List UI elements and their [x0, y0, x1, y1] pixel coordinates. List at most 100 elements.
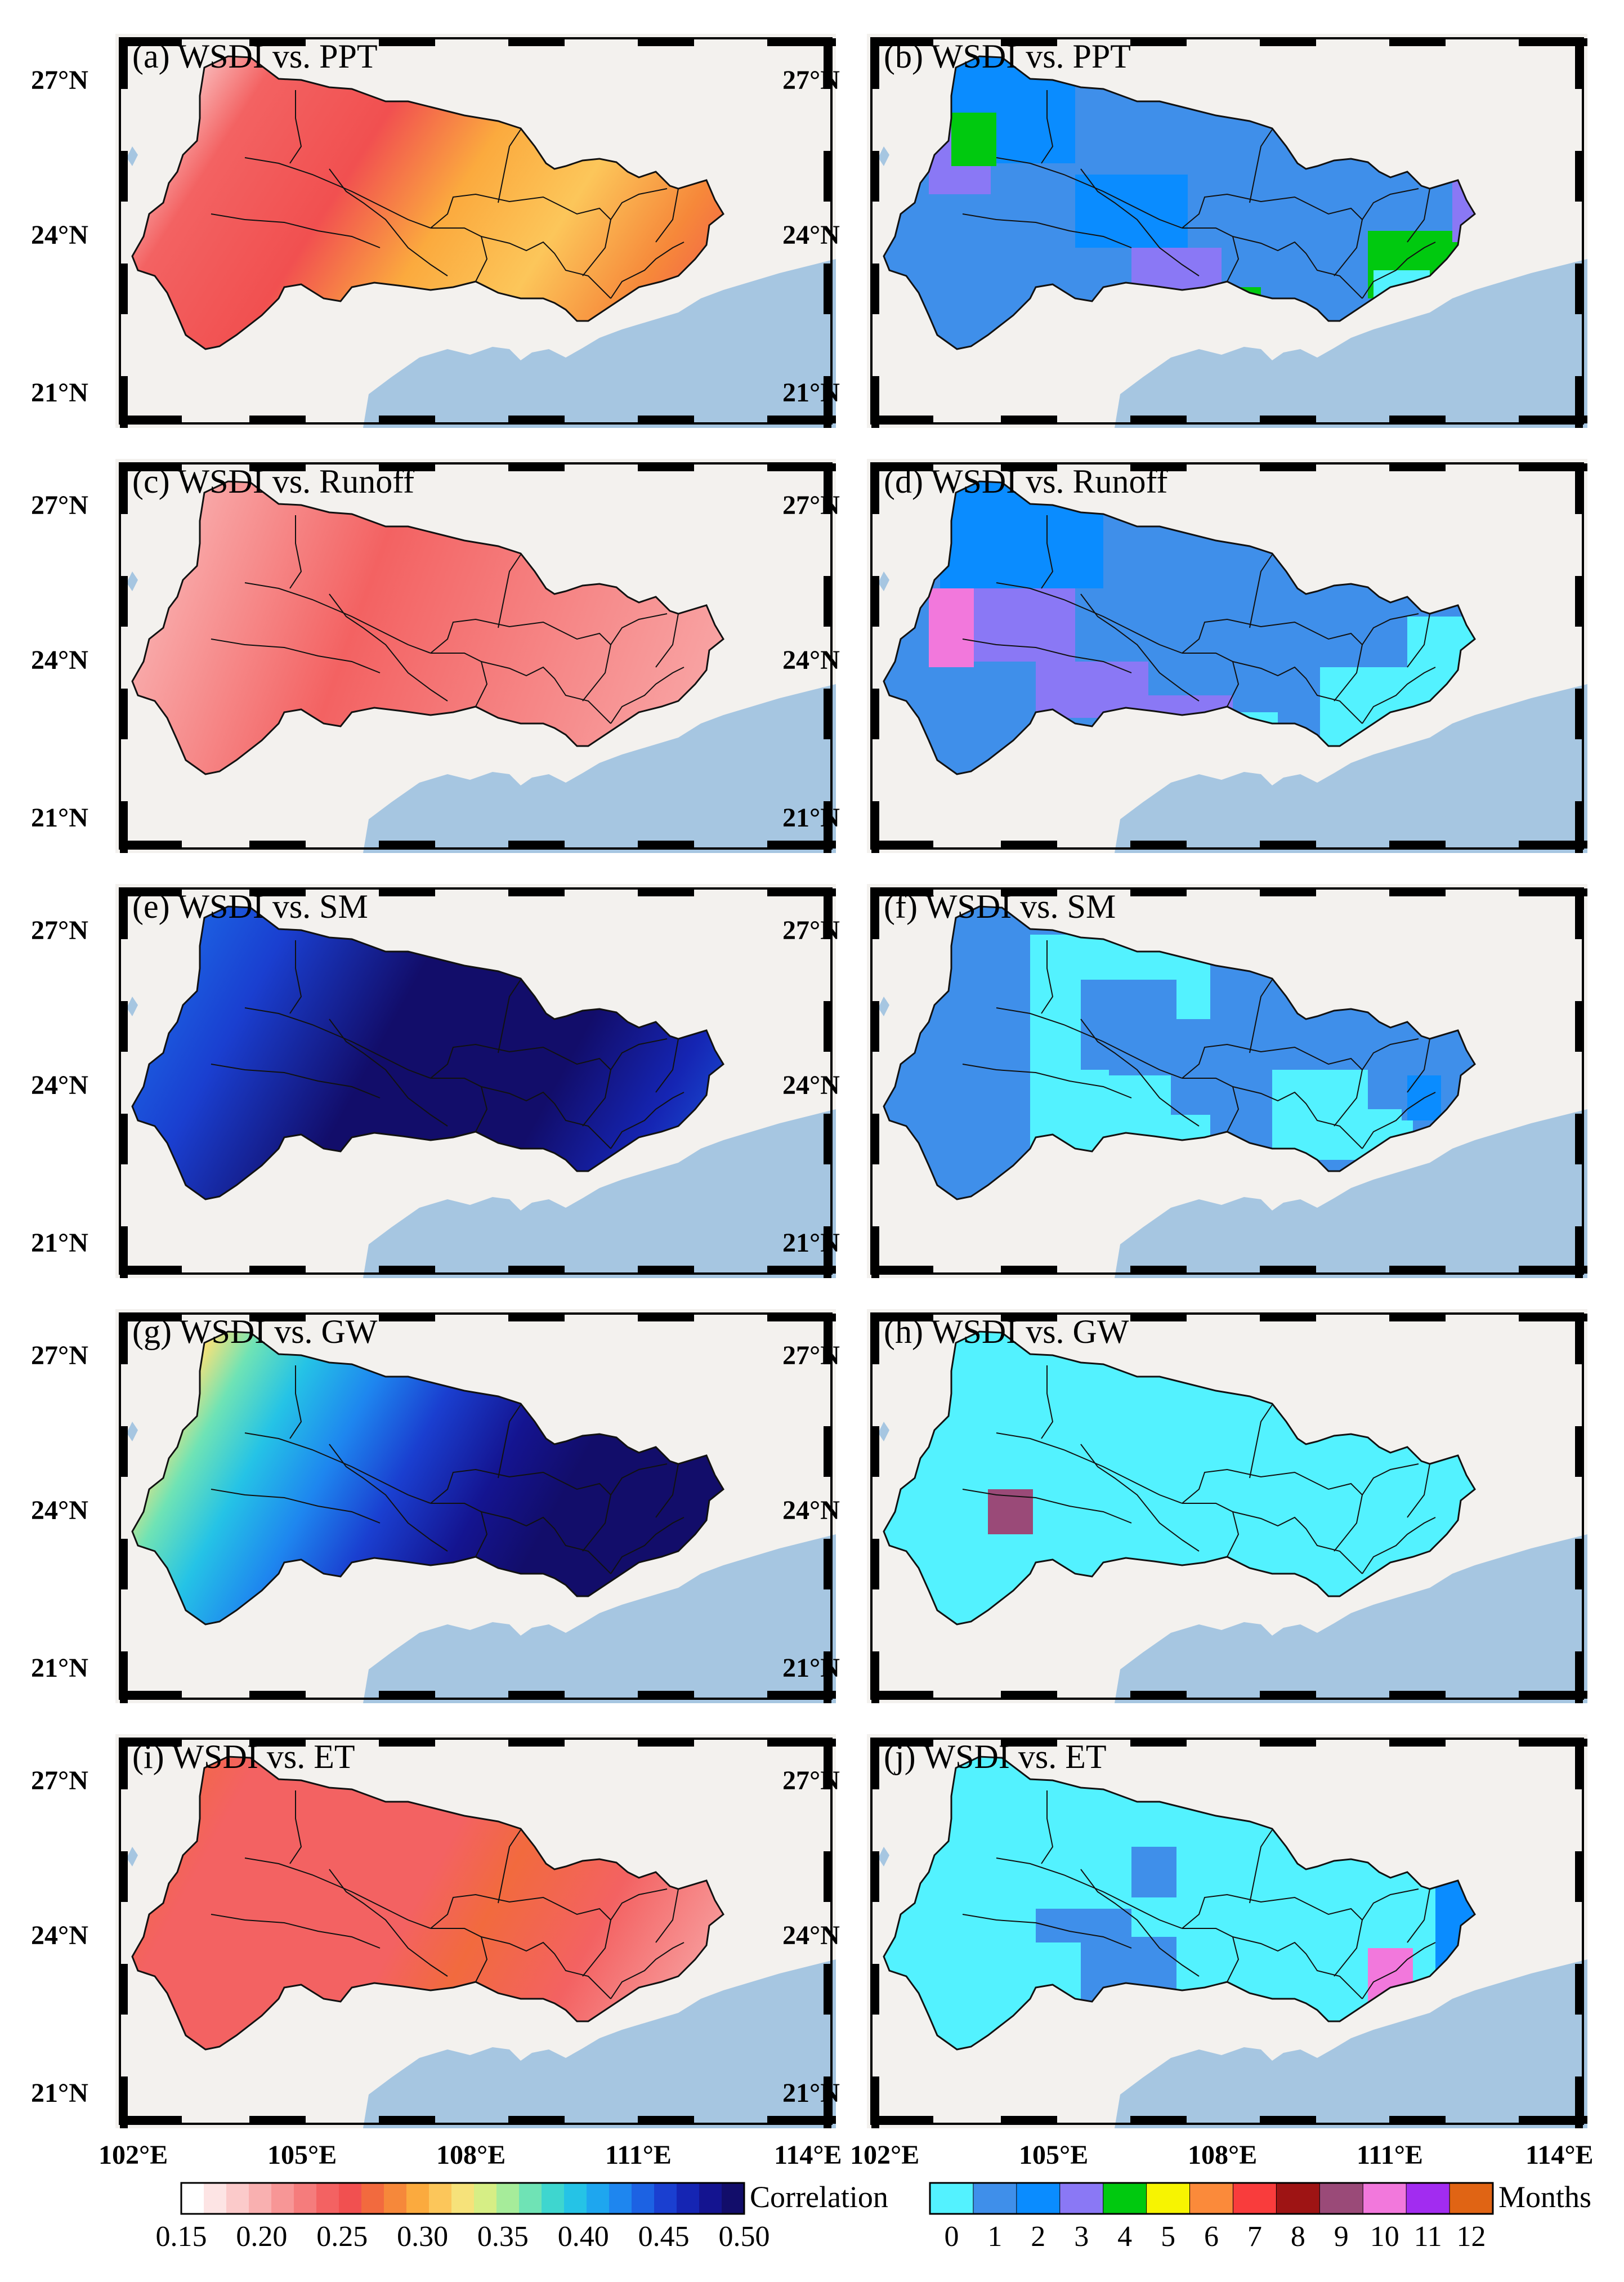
map-panel-i: (i) WSDI vs. ET: [115, 1734, 836, 2128]
map-panel-j: (j) WSDI vs. ET: [867, 1734, 1587, 2128]
colorbar-swatch: [564, 2183, 587, 2214]
basin-outline: [883, 1756, 1476, 2051]
map-frame: [870, 37, 1587, 428]
subbasin-boundary: [996, 157, 1183, 229]
colorbar-swatch: [1146, 2182, 1191, 2214]
colorbar-tick-label: 0.25: [316, 2221, 368, 2253]
subbasin-boundary: [1249, 554, 1273, 628]
subbasin-boundary: [1182, 1038, 1419, 1079]
basin-outline: [883, 905, 1476, 1200]
map-canvas-f: [867, 884, 1587, 1278]
colorbar-swatch: [654, 2183, 677, 2214]
subbasin-boundary: [211, 1914, 381, 1949]
colorbar-swatch: [1276, 2182, 1321, 2214]
latitude-label: 24°N: [31, 1495, 88, 1525]
panel-title: (g) WSDI vs. GW: [132, 1313, 378, 1350]
subbasin-boundary: [1362, 667, 1436, 724]
latitude-label: 21°N: [31, 1228, 88, 1258]
subbasin-boundary: [329, 1019, 448, 1127]
sea-area: [678, 2064, 735, 2095]
longitude-label: 108°E: [436, 2140, 506, 2170]
subbasin-boundary: [610, 1942, 685, 1999]
subbasin-boundary: [1249, 1829, 1273, 1904]
map-panel-f: (f) WSDI vs. SM: [867, 884, 1587, 1278]
subbasin-boundary: [430, 188, 668, 229]
colorbar-swatch: [271, 2183, 294, 2214]
subbasin-boundary: [1227, 236, 1240, 282]
colorbar-swatch: [406, 2183, 430, 2214]
lake-area: [127, 997, 138, 1016]
map-frame: [119, 462, 836, 853]
subbasin-boundary: [996, 1432, 1183, 1504]
map-canvas-g: [115, 1309, 836, 1703]
subbasin-boundary: [329, 593, 448, 702]
colorbar-swatch: [361, 2183, 384, 2214]
subbasin-boundary: [329, 1444, 448, 1552]
colorbar-swatch: [542, 2183, 565, 2214]
colorbar-swatch: [1016, 2182, 1061, 2214]
subbasin-boundary: [1334, 1494, 1363, 1552]
panel-title: (h) WSDI vs. GW: [884, 1313, 1129, 1350]
sea-area: [1182, 1675, 1255, 1703]
colorbar-tick-label: 0.40: [557, 2221, 609, 2253]
latitude-label: 24°N: [782, 1921, 840, 1950]
subbasin-boundary: [1041, 940, 1054, 1014]
subbasin-boundary: [610, 1517, 685, 1574]
subbasin-boundary: [1362, 1092, 1436, 1149]
subbasin-boundary: [431, 1928, 611, 1999]
subbasin-boundary: [962, 638, 1132, 673]
subbasin-boundary: [431, 1078, 611, 1149]
colorbar-swatch: [632, 2183, 655, 2214]
colorbar-tick-label: 0.50: [718, 2221, 770, 2253]
subbasin-boundary: [430, 1463, 668, 1504]
map-panel-b: (b) WSDI vs. PPT: [867, 34, 1587, 428]
colorbar-swatch: [384, 2183, 407, 2214]
colorbar-tick-label: 10: [1370, 2221, 1399, 2253]
panel-title: (a) WSDI vs. PPT: [132, 38, 378, 75]
colorbar-swatch: [226, 2183, 249, 2214]
longitude-label: 105°E: [267, 2140, 337, 2170]
colorbar-tick-label: 2: [1031, 2221, 1046, 2253]
panel-title: (f) WSDI vs. SM: [884, 888, 1116, 925]
colorbar-swatch: [1406, 2182, 1451, 2214]
subbasin-boundary: [655, 613, 679, 668]
map-frame: [870, 462, 1587, 853]
longitude-label: 102°E: [850, 2140, 920, 2170]
latitude-label: 21°N: [782, 2078, 840, 2108]
subbasin-boundary: [244, 1857, 431, 1929]
sea-area: [1182, 400, 1255, 428]
map-canvas-d: [867, 459, 1587, 853]
longitude-label: 114°E: [1525, 2140, 1594, 2170]
subbasin-boundary: [430, 1038, 668, 1079]
lake-area: [127, 1422, 138, 1441]
latitude-label: 24°N: [782, 1495, 840, 1525]
subbasin-boundary: [1182, 1888, 1419, 1929]
colorbar-swatch: [519, 2183, 542, 2214]
basin-outline: [131, 480, 724, 775]
subbasin-boundary: [329, 168, 448, 276]
colorbar-swatch: [1103, 2182, 1147, 2214]
subbasin-boundary: [431, 227, 611, 299]
longitude-label: 108°E: [1188, 2140, 1258, 2170]
lake-area: [878, 146, 889, 166]
colorbar-swatch: [1059, 2182, 1104, 2214]
subbasin-boundary: [289, 940, 302, 1014]
latitude-label: 27°N: [782, 65, 840, 95]
subbasin-boundary: [430, 1888, 668, 1929]
subbasin-boundary: [996, 582, 1183, 654]
map-canvas-e: [115, 884, 836, 1278]
colorbar-tick-label: 0.45: [638, 2221, 690, 2253]
colorbar-swatch: [294, 2183, 317, 2214]
colorbar-swatch: [339, 2183, 362, 2214]
colorbar-swatch: [1449, 2182, 1493, 2214]
subbasin-boundary: [655, 188, 679, 243]
subbasin-boundary: [1227, 1086, 1240, 1132]
colorbar-tick-label: 0.15: [155, 2221, 207, 2253]
basin-outline: [131, 1330, 724, 1625]
longitude-label: 111°E: [605, 2140, 672, 2170]
map-panel-h: (h) WSDI vs. GW: [867, 1309, 1587, 1703]
colorbar-swatch: [609, 2183, 632, 2214]
subbasin-boundary: [962, 1489, 1132, 1524]
sea-area: [431, 825, 504, 853]
panel-title: (i) WSDI vs. ET: [132, 1738, 355, 1775]
